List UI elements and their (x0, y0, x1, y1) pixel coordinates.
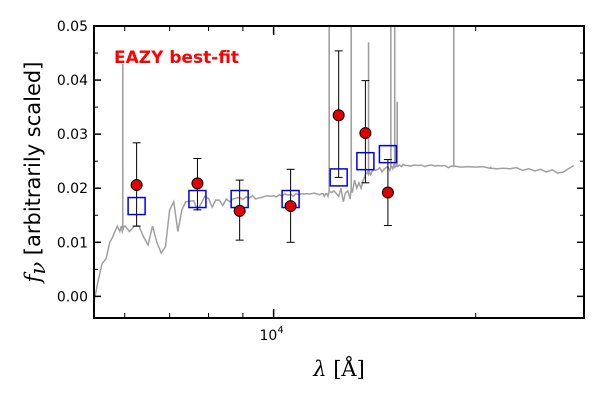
model-point (378, 144, 398, 164)
y-tick-label: 0.00 (57, 289, 88, 305)
observed-point (359, 127, 372, 140)
y-tick-label: 0.04 (57, 73, 88, 89)
observed-point (191, 177, 204, 190)
observed-point (284, 200, 297, 213)
model-point (329, 168, 348, 187)
y-tick-label: 0.03 (57, 127, 88, 143)
x-axis-label: λ [Å] (312, 356, 365, 381)
observed-point (381, 186, 394, 199)
y-axis-label: fν [arbitrarily scaled] (21, 62, 50, 285)
plot-frame (93, 25, 585, 319)
y-tick-label: 0.02 (57, 181, 88, 197)
model-point (188, 189, 207, 209)
x-tick-label: 104 (260, 325, 284, 344)
template-spectrum-line (94, 163, 575, 302)
observed-point (130, 178, 143, 191)
y-tick-label: 0.01 (57, 235, 88, 251)
observed-point (233, 204, 246, 217)
model-point (127, 196, 146, 216)
template-spectrum-layer (94, 26, 575, 302)
observed-marker-layer (130, 109, 394, 217)
annotation-label: EAZY best-fit (114, 48, 239, 68)
model-point (356, 151, 375, 171)
y-tick-label: 0.05 (57, 19, 88, 35)
observed-point (332, 109, 345, 122)
